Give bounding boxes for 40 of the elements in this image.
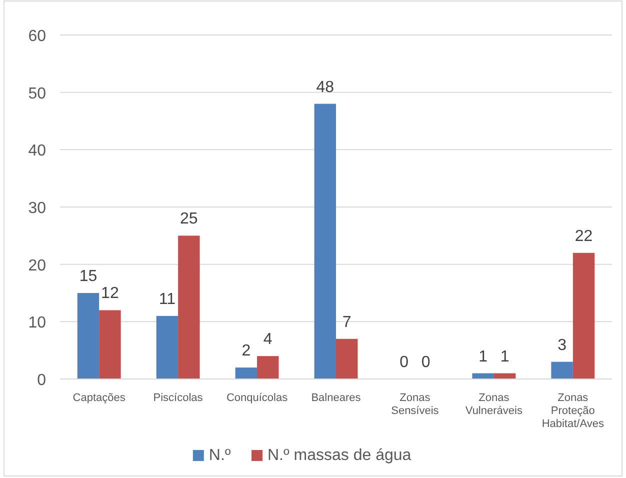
data-label: 0 bbox=[421, 354, 430, 371]
data-label: 22 bbox=[574, 228, 593, 245]
data-label: 48 bbox=[316, 78, 334, 96]
bar bbox=[572, 252, 595, 379]
y-tick-label: 40 bbox=[28, 142, 46, 160]
legend-label: N.º massas de água bbox=[268, 447, 412, 464]
data-label: 25 bbox=[180, 210, 198, 228]
data-label: 1 bbox=[500, 348, 510, 366]
bar bbox=[178, 236, 200, 379]
data-label: 15 bbox=[79, 268, 98, 285]
data-label: 4 bbox=[263, 331, 272, 348]
x-tick-label: Zonas Proteção Habitat/Aves bbox=[542, 392, 604, 430]
bar bbox=[336, 338, 358, 379]
x-tick-label: Captações bbox=[72, 392, 126, 404]
x-tick-label: Piscícolas bbox=[153, 392, 204, 404]
bar bbox=[235, 368, 258, 379]
data-label: 1 bbox=[478, 348, 488, 366]
x-tick-label: Zonas Vulneráveis bbox=[465, 392, 523, 417]
y-tick-label: 60 bbox=[28, 28, 46, 45]
data-label: 12 bbox=[101, 285, 119, 302]
data-label: 2 bbox=[242, 342, 251, 360]
y-tick-label: 20 bbox=[28, 257, 46, 274]
y-tick-label: 0 bbox=[37, 372, 46, 389]
data-label: 0 bbox=[400, 354, 409, 371]
y-tick-label: 10 bbox=[28, 314, 46, 332]
data-label: 11 bbox=[158, 290, 176, 308]
bar bbox=[314, 104, 336, 379]
bar bbox=[156, 316, 178, 379]
x-tick-label: Balneares bbox=[311, 392, 362, 404]
bar bbox=[77, 293, 100, 379]
bar bbox=[99, 310, 121, 379]
x-tick-label: Conquícolas bbox=[226, 392, 288, 404]
bar bbox=[551, 362, 573, 379]
x-tick-label: Zonas Sensíveis bbox=[391, 392, 440, 417]
bar bbox=[257, 356, 279, 379]
y-tick-label: 30 bbox=[28, 200, 46, 217]
legend-label: N.º bbox=[208, 447, 231, 464]
y-tick-label: 50 bbox=[28, 85, 46, 102]
data-label: 7 bbox=[342, 314, 352, 331]
data-label: 3 bbox=[558, 336, 567, 354]
